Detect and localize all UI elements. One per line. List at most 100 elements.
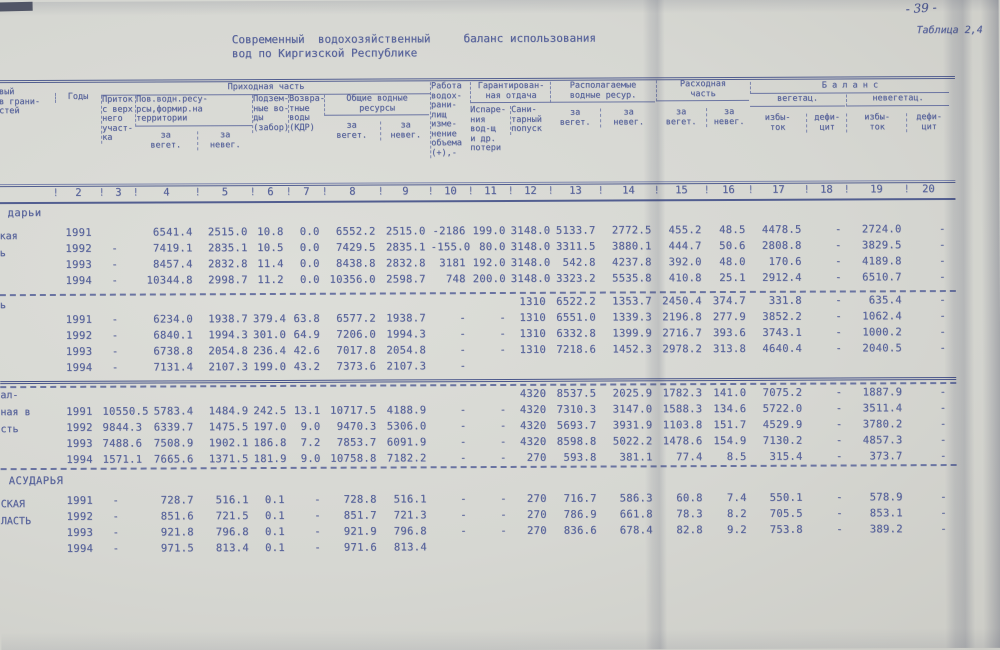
cell: 7017.8 (336, 344, 377, 357)
cell: 17 (750, 182, 806, 199)
cell: 1994 (65, 274, 93, 287)
cell (602, 538, 658, 554)
cell: 4188.9 (386, 404, 427, 417)
cell: - (459, 360, 467, 373)
section-side-label: ь (0, 300, 6, 312)
cell: 3323.2 (556, 272, 596, 285)
cell: 6551.0 (556, 311, 596, 324)
cell: 13.1 (293, 404, 321, 417)
cell: 4478.5 (761, 223, 802, 236)
cell: 6552.2 (335, 225, 376, 238)
cell: 1992 (65, 242, 92, 255)
cell: 0.0 (299, 257, 320, 270)
cell: -155.0 (430, 241, 471, 254)
cell (56, 296, 102, 312)
header-total-resources: Общие водные ресурсы (323, 93, 430, 116)
cell: - (314, 541, 321, 554)
cell: 1938.7 (208, 313, 248, 326)
cell: 9 (380, 183, 430, 200)
cell (102, 225, 136, 241)
cell: 3148.0 (510, 224, 551, 237)
cell: 8598.8 (556, 435, 597, 448)
cell: 593.8 (563, 451, 597, 464)
cell (431, 386, 471, 402)
cell: 6577.2 (336, 312, 376, 325)
table-section: ал- ная в сть 4320 8537.5 2025.9 1782.3 141.0… (0, 377, 957, 471)
cell (907, 356, 951, 372)
header-inflow: Приток с верх него участ- ка (100, 95, 137, 144)
cell: 1991 (66, 405, 93, 418)
section-side-label: кая ь (0, 231, 18, 260)
cell: -2186 (432, 225, 466, 238)
cell: 5 (197, 184, 252, 201)
cell: 5133.7 (555, 224, 596, 237)
cell: 10356.0 (329, 273, 376, 286)
cell (289, 295, 325, 311)
cell: 7131.4 (153, 361, 194, 374)
cell: 3 (101, 185, 135, 202)
cell: 678.4 (619, 524, 653, 537)
cell: - (499, 419, 507, 433)
cell: - (835, 402, 843, 415)
cell (0, 328, 56, 344)
cell: - (499, 311, 506, 325)
cell: - (460, 509, 467, 522)
cell: 242.5 (253, 404, 287, 418)
cell: - (499, 403, 507, 417)
cell (198, 295, 253, 311)
cell (102, 296, 136, 312)
cell (808, 537, 848, 553)
cell: 0.1 (264, 493, 285, 507)
cell: 1994 (66, 453, 93, 466)
cell: - (459, 344, 467, 357)
cell: 7 (288, 184, 324, 201)
cell: 11.2 (257, 273, 284, 287)
cell: 6234.0 (153, 313, 193, 326)
table-row: 1994 1571.1 7665.6 1371.5 181.9 9.0 10758.8 718… (0, 448, 957, 471)
cell: - (112, 526, 120, 539)
header-surface-resources: Пов.водн.ресу- рсы,формир.на территории (134, 94, 253, 127)
header-surplus-veg: избы- ток (764, 112, 791, 133)
cell: 48.0 (719, 255, 746, 269)
cell: - (112, 494, 120, 507)
cell (136, 295, 198, 311)
cell: 3148.0 (510, 272, 551, 285)
cell: - (940, 491, 947, 504)
cell: 1371.5 (208, 453, 249, 466)
cell: 270 (526, 508, 547, 521)
cell: 1588.3 (662, 403, 703, 416)
cell: 2835.1 (207, 242, 248, 255)
cell: - (835, 418, 843, 431)
title-line-1: Современный водохозяйственный баланс исп… (231, 31, 597, 47)
table-section: ь 1310 6522.2 1353.7 2450.4 374.7 331.8 - 635.4 -… (0, 290, 956, 376)
cell (0, 185, 55, 202)
cell: 151.7 (713, 418, 747, 432)
cell: 1991 (65, 313, 93, 326)
cell: 853.1 (869, 507, 903, 520)
cell: - (111, 345, 119, 358)
cell: 8438.8 (335, 257, 376, 270)
cell: 10717.5 (329, 404, 377, 417)
cell: 4 (135, 184, 197, 201)
cell (381, 386, 431, 402)
cell: 2912.4 (762, 271, 802, 284)
cell: 1993 (66, 437, 93, 450)
cell: 721.3 (393, 509, 427, 522)
cell: 3147.0 (612, 403, 653, 416)
header-return-water: Возвра- тные воды (КДР) (287, 93, 326, 133)
cell: 381.1 (619, 451, 653, 464)
cell: 18 (806, 181, 846, 198)
cell: 141.0 (713, 386, 747, 400)
cell: 15 (656, 182, 706, 199)
cell: 331.8 (768, 294, 802, 307)
cell: 971.5 (160, 542, 194, 555)
cell: 3780.2 (862, 418, 903, 431)
cell: - (940, 507, 947, 520)
cell: 236.4 (253, 344, 287, 358)
header-deficit-neveg: дефи- цит (906, 112, 952, 133)
cell: 1310 (519, 343, 547, 356)
header-surface-neveg: за невег. (197, 130, 253, 151)
cell: 2598.7 (386, 273, 426, 286)
cell: 3852.2 (762, 310, 802, 323)
cell (198, 387, 253, 403)
